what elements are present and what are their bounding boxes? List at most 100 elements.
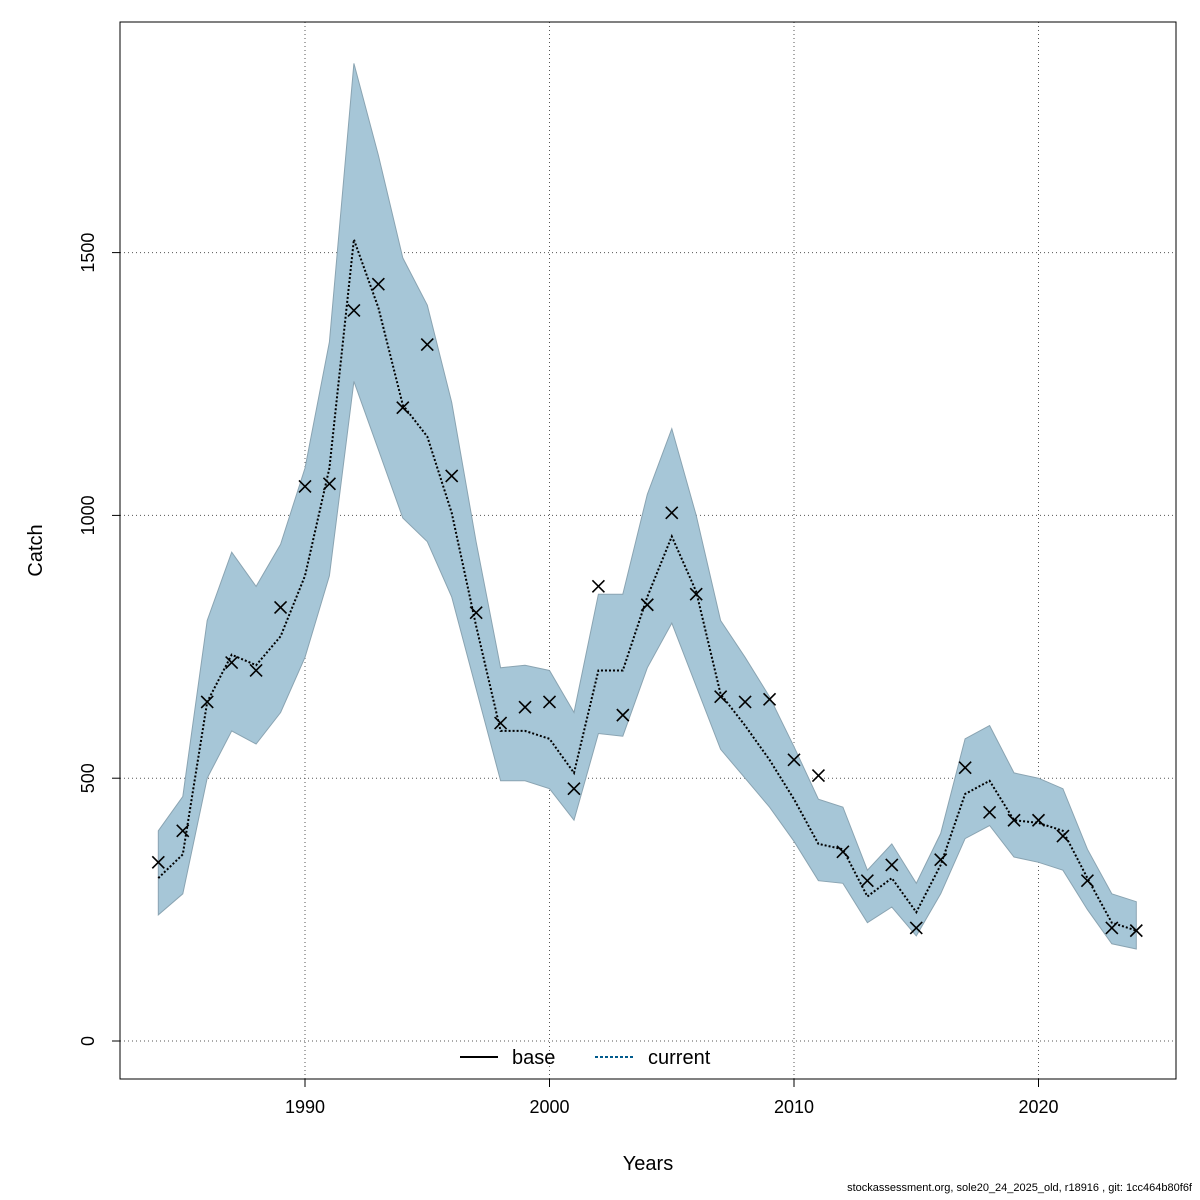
observed-point-2005	[665, 506, 679, 520]
observed-point-1997	[469, 606, 483, 620]
observed-mark-b	[347, 303, 361, 317]
observed-point-1996	[445, 469, 459, 483]
observed-mark-b	[542, 695, 557, 709]
observed-points	[151, 277, 1143, 938]
observed-point-1985	[176, 824, 190, 838]
observed-point-2020	[1031, 813, 1046, 827]
observed-point-2019	[1007, 813, 1021, 827]
x-tick-label-2000: 2000	[529, 1097, 569, 1117]
observed-point-1994	[396, 401, 410, 415]
observed-mark-b	[714, 690, 728, 704]
observed-point-2023	[1105, 921, 1119, 935]
observed-point-2011	[811, 769, 826, 783]
observed-mark-b	[225, 656, 239, 670]
observed-point-1988	[249, 663, 263, 678]
footer-credit: stockassessment.org, sole20_24_2025_old,…	[847, 1182, 1192, 1194]
y-tick-label-1500: 1500	[78, 233, 98, 273]
x-axis: 1990 2000 2010 2020	[285, 1079, 1059, 1117]
observed-mark-b	[640, 598, 654, 612]
observed-mark-b	[983, 805, 997, 819]
observed-mark-b	[591, 579, 605, 593]
observed-point-1995	[420, 338, 434, 352]
observed-mark-b	[176, 824, 190, 838]
observed-point-1984	[151, 855, 165, 869]
observed-point-2010	[787, 753, 801, 767]
observed-mark-b	[665, 506, 679, 520]
observed-point-1999	[518, 700, 532, 714]
y-tick-label-1000: 1000	[78, 495, 98, 535]
observed-mark-b	[762, 692, 777, 706]
observed-mark-b	[1007, 813, 1021, 827]
observed-mark-b	[420, 338, 434, 352]
observed-point-1991	[322, 477, 337, 491]
observed-mark-b	[1105, 921, 1119, 935]
observed-mark-b	[396, 401, 410, 415]
observed-mark-b	[200, 695, 214, 709]
y-axis: 0 500 1000 1500	[78, 233, 120, 1046]
observed-mark-b	[273, 600, 288, 614]
observed-point-2015	[909, 921, 923, 935]
observed-mark-b	[1056, 829, 1070, 843]
observed-point-2013	[860, 874, 874, 888]
observed-mark-b	[249, 663, 263, 678]
observed-point-1990	[298, 479, 312, 494]
observed-point-1989	[273, 600, 288, 614]
observed-mark-b	[860, 874, 874, 888]
observed-mark-b	[689, 587, 703, 601]
legend: base current	[460, 1047, 711, 1069]
x-tick-label-2010: 2010	[774, 1097, 814, 1117]
observed-mark-b	[616, 708, 630, 722]
x-tick-label-2020: 2020	[1018, 1097, 1058, 1117]
observed-mark-b	[1031, 813, 1046, 827]
y-tick-label-500: 500	[78, 763, 98, 793]
observed-point-2006	[689, 587, 703, 601]
plot-frame	[119, 21, 1177, 1080]
observed-mark-b	[1129, 924, 1143, 938]
observed-point-2017	[958, 761, 972, 775]
observed-mark-b	[909, 921, 923, 935]
observed-mark-b	[371, 277, 385, 291]
observed-mark-b	[787, 753, 801, 767]
x-tick-label-1990: 1990	[285, 1097, 325, 1117]
observed-point-1986	[200, 695, 214, 709]
observed-point-2001	[567, 782, 581, 796]
observed-point-2008	[738, 695, 752, 709]
observed-point-2024	[1129, 924, 1143, 938]
observed-mark-b	[958, 761, 972, 775]
observed-point-2002	[591, 579, 605, 593]
observed-mark-b	[151, 855, 165, 869]
x-axis-label: Years	[623, 1153, 673, 1175]
observed-point-2014	[885, 858, 899, 872]
observed-mark-b	[322, 477, 337, 491]
observed-point-2022	[1080, 874, 1094, 888]
y-axis-label: Catch	[25, 524, 47, 576]
observed-point-2004	[640, 598, 654, 612]
observed-mark-b	[567, 782, 581, 796]
observed-point-2021	[1056, 829, 1070, 843]
observed-mark-b	[836, 845, 850, 859]
series-line-current	[157, 239, 1137, 932]
legend-label-base: base	[512, 1047, 555, 1069]
confidence-band	[157, 63, 1137, 950]
observed-mark-b	[738, 695, 752, 709]
observed-mark-b	[1080, 874, 1094, 888]
legend-label-current: current	[648, 1047, 711, 1069]
observed-mark-b	[298, 479, 312, 494]
observed-mark-b	[469, 606, 483, 620]
band-area	[157, 63, 1137, 950]
observed-point-1993	[371, 277, 385, 291]
observed-mark-b	[518, 700, 532, 714]
observed-mark-b	[445, 469, 459, 483]
observed-point-2016	[934, 853, 948, 867]
observed-point-2003	[616, 708, 630, 722]
observed-point-1998	[494, 716, 508, 730]
observed-mark-b	[885, 858, 899, 872]
observed-point-2007	[714, 690, 728, 704]
observed-point-2000	[542, 695, 557, 709]
observed-mark-b	[934, 853, 948, 867]
observed-point-2009	[762, 692, 777, 706]
observed-point-2012	[836, 845, 850, 859]
observed-point-1987	[225, 656, 239, 670]
observed-mark-b	[811, 769, 826, 783]
